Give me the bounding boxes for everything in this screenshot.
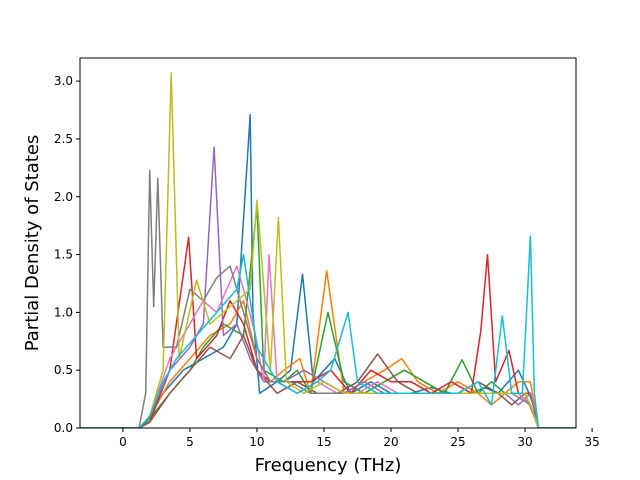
x-tick-label: 35 xyxy=(584,435,599,449)
x-tick-label: 25 xyxy=(450,435,465,449)
y-tick-label: 3.0 xyxy=(54,74,73,88)
y-tick-label: 2.0 xyxy=(54,190,73,204)
pdos-series-line-9 xyxy=(80,72,576,428)
x-tick-label: 30 xyxy=(517,435,532,449)
x-axis-label: Frequency (THz) xyxy=(255,455,402,476)
y-tick-label: 1.0 xyxy=(54,305,73,319)
x-tick-label: 20 xyxy=(383,435,398,449)
y-axis-ticks: 0.0 0.5 1.0 1.5 2.0 2.5 3.0 xyxy=(54,74,80,435)
y-axis-label: Partial Density of States xyxy=(22,135,43,352)
series-layer xyxy=(80,72,576,428)
x-tick-label: 0 xyxy=(119,435,127,449)
y-tick-label: 0.0 xyxy=(54,421,73,435)
y-tick-label: 1.5 xyxy=(54,248,73,262)
x-tick-label: 15 xyxy=(316,435,331,449)
y-tick-label: 2.5 xyxy=(54,132,73,146)
pdos-series-line-10 xyxy=(80,235,576,428)
x-axis-ticks: 0 5 10 15 20 25 30 35 xyxy=(119,428,600,449)
x-tick-label: 10 xyxy=(249,435,264,449)
y-tick-label: 0.5 xyxy=(54,363,73,377)
x-tick-label: 5 xyxy=(186,435,194,449)
pdos-series-line-2 xyxy=(80,270,576,428)
plot-frame xyxy=(79,57,577,429)
